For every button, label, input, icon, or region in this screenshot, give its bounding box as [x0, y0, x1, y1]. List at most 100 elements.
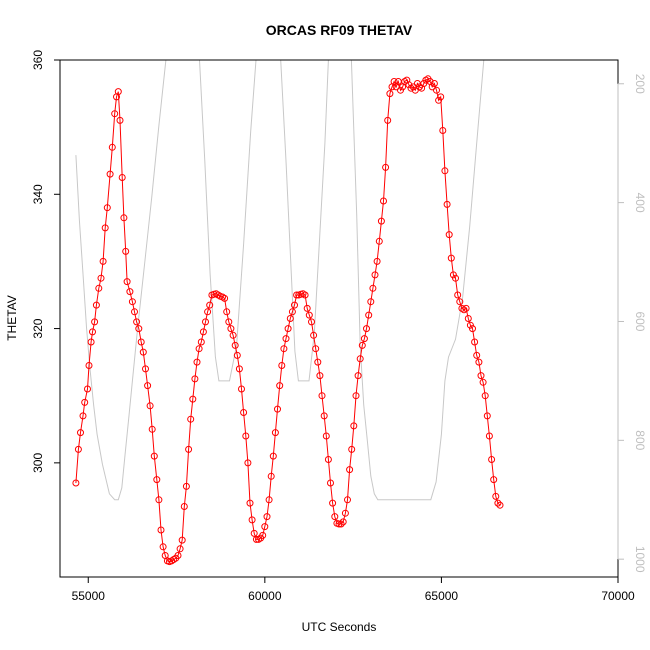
- thetav-point: [193, 358, 201, 366]
- thetav-point: [120, 214, 128, 222]
- thetav-point: [261, 523, 269, 531]
- thetav-point: [248, 516, 256, 524]
- thetav-point: [242, 432, 250, 440]
- thetav-point: [475, 358, 483, 366]
- thetav-point: [488, 456, 496, 463]
- thetav-point: [271, 429, 279, 437]
- thetav-point: [118, 174, 126, 181]
- thetav-point: [197, 338, 205, 346]
- y-tick-label: 320: [31, 318, 45, 338]
- thetav-point: [371, 271, 379, 279]
- thetav-point: [180, 503, 188, 510]
- thetav-point: [305, 311, 313, 319]
- thetav-point: [274, 405, 281, 413]
- x-tick-label: 70000: [601, 589, 635, 603]
- thetav-point: [341, 509, 349, 517]
- right-axis: 200 400 600 800 1000: [617, 74, 647, 573]
- y-axis-label: THETAV: [5, 295, 19, 341]
- thetav-point: [380, 197, 387, 205]
- thetav-point: [135, 325, 143, 333]
- thetav-point: [227, 325, 235, 333]
- thetav-point: [178, 536, 186, 544]
- thetav-point: [77, 429, 84, 437]
- thetav-point: [89, 328, 96, 336]
- thetav-point: [373, 257, 381, 265]
- thetav-point: [92, 301, 100, 309]
- thetav-point: [244, 459, 252, 467]
- right-tick-label: 200: [633, 74, 647, 94]
- thetav-point: [452, 274, 459, 282]
- thetav-point: [155, 496, 163, 504]
- thetav-point: [142, 365, 149, 373]
- thetav-point: [148, 425, 156, 433]
- thetav-point: [128, 298, 136, 306]
- thetav-point: [111, 110, 119, 118]
- thetav-point: [259, 531, 267, 539]
- thetav-series-line: [75, 78, 501, 563]
- thetav-point: [318, 392, 326, 400]
- thetav-point: [238, 385, 245, 393]
- thetav-point: [337, 520, 345, 528]
- thetav-point: [182, 482, 190, 490]
- thetav-point: [106, 170, 114, 178]
- right-tick-label: 1000: [633, 546, 647, 573]
- thetav-point: [195, 345, 203, 353]
- thetav-point: [348, 445, 356, 453]
- thetav-point: [314, 358, 322, 366]
- thetav-point: [284, 325, 292, 333]
- thetav-point: [477, 372, 485, 380]
- y-axis: 300 320 340 360: [31, 50, 61, 473]
- thetav-point: [229, 331, 237, 339]
- thetav-point: [405, 81, 413, 89]
- thetav-point: [358, 341, 366, 349]
- thetav-point: [74, 445, 82, 453]
- thetav-point: [265, 496, 273, 504]
- thetav-point: [223, 308, 231, 316]
- x-tick-label: 65000: [425, 589, 459, 603]
- thetav-point: [99, 257, 107, 265]
- thetav-point: [462, 304, 470, 312]
- y-tick-label: 360: [31, 50, 45, 70]
- thetav-point: [174, 552, 182, 559]
- thetav-point: [221, 294, 229, 302]
- thetav-point: [114, 88, 122, 96]
- thetav-point: [252, 535, 260, 543]
- thetav-point: [443, 200, 451, 208]
- thetav-point: [233, 351, 241, 359]
- thetav-point: [108, 143, 116, 151]
- thetav-point: [204, 308, 212, 316]
- thetav-point: [206, 301, 214, 309]
- thetav-point: [133, 318, 141, 326]
- thetav-point: [282, 335, 290, 343]
- thetav-point: [267, 472, 275, 480]
- thetav-point: [235, 365, 243, 373]
- thetav-point: [144, 382, 152, 390]
- thetav-point: [454, 291, 462, 299]
- thetav-point: [316, 372, 324, 380]
- x-axis: 55000 60000 65000 70000: [72, 576, 635, 603]
- thetav-point: [435, 96, 443, 104]
- thetav-point: [269, 452, 277, 460]
- thetav-point: [126, 288, 134, 296]
- chart-title: ORCAS RF09 THETAV: [266, 22, 413, 38]
- thetav-point: [189, 395, 197, 403]
- thetav-point: [81, 398, 89, 406]
- thetav-point: [466, 321, 474, 329]
- right-tick-label: 600: [633, 311, 647, 331]
- thetav-point: [308, 318, 315, 326]
- thetav-point: [320, 412, 328, 420]
- thetav-point: [445, 231, 453, 239]
- thetav-point: [356, 355, 364, 363]
- thetav-point: [263, 513, 271, 521]
- right-tick-label: 400: [633, 193, 647, 213]
- thetav-point: [367, 298, 375, 306]
- thetav-point: [433, 86, 440, 94]
- thetav-point: [310, 331, 318, 339]
- thetav-point: [479, 378, 487, 386]
- thetav-point: [87, 338, 95, 346]
- thetav-point: [471, 338, 479, 346]
- thetav-point: [131, 308, 138, 316]
- thetav-point: [312, 345, 320, 353]
- thetav-point: [481, 392, 489, 400]
